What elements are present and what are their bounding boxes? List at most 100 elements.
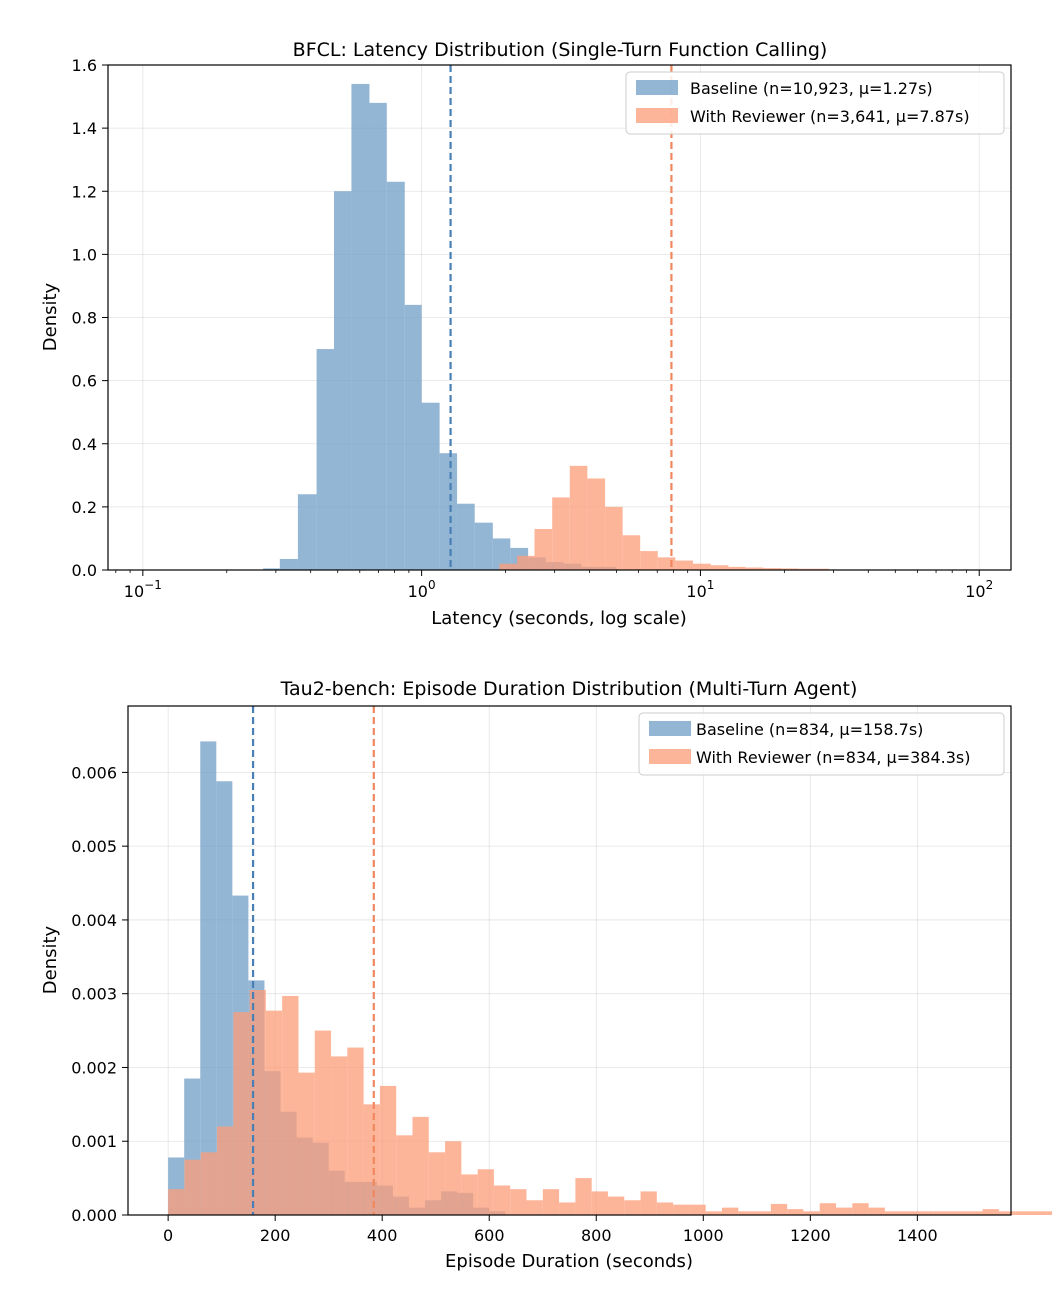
bfcl-reviewer-bar — [605, 506, 623, 570]
tau2-reviewer-bar — [233, 1012, 250, 1215]
tau2-reviewer-bar — [428, 1152, 446, 1215]
bfcl-reviewer-bar — [657, 557, 676, 570]
tau2-plot-frame — [127, 705, 1012, 1216]
tau2-reviewer-bar — [656, 1202, 674, 1215]
tau2-reviewer-bar — [868, 1207, 885, 1215]
bfcl-baseline-bar — [334, 191, 352, 570]
bfcl-baseline-bar — [386, 181, 405, 570]
tau2-reviewer-bar — [347, 1047, 364, 1215]
tau2-reviewer-bar — [640, 1191, 657, 1215]
bfcl-baseline-bar — [492, 538, 511, 570]
tau2-reviewer-bar — [542, 1189, 560, 1215]
bfcl-legend-swatch-baseline — [636, 80, 678, 95]
tau2-reviewer-bar — [721, 1207, 739, 1215]
tau2-y-tick-label: 0.005 — [71, 837, 117, 856]
tau2-reviewer-bar — [1015, 1211, 1032, 1215]
tau2-reviewer-bar — [412, 1116, 429, 1215]
bfcl-x-tick-label: 10−1 — [124, 578, 162, 601]
bfcl-y-tick-label: 1.6 — [72, 56, 97, 75]
tau2-reviewer-bar — [787, 1209, 804, 1215]
tau2-reviewer-bar — [168, 1189, 185, 1215]
bfcl-y-tick-label: 0.2 — [72, 498, 97, 517]
tau2-reviewer-bar — [331, 1056, 348, 1215]
bfcl-reviewer-bar — [710, 565, 729, 570]
bfcl-reviewer-bar — [763, 568, 782, 570]
tau2-reviewer-bar — [998, 1211, 1016, 1215]
tau2-x-tick-label: 1400 — [897, 1226, 938, 1245]
tau2-reviewer-bar — [217, 1126, 234, 1215]
bfcl-y-tick-label: 1.0 — [72, 245, 97, 264]
bfcl-legend-box — [625, 71, 1005, 135]
tau2-reviewer-bar — [836, 1207, 853, 1215]
bfcl-reviewer-bar — [534, 528, 553, 570]
bfcl-legend-baseline: Baseline (n=10,923, μ=1.27s) — [690, 79, 933, 98]
tau2-chart-title: Tau2-bench: Episode Duration Distributio… — [280, 678, 858, 700]
tau2-reviewer-bar — [477, 1169, 494, 1215]
bfcl-baseline-bar — [474, 522, 493, 570]
bfcl-y-tick-label: 0.6 — [72, 372, 97, 391]
bfcl-mean-lines — [449, 65, 673, 570]
bfcl-x-tick-label: 101 — [686, 578, 714, 601]
tau2-reviewer-bar — [184, 1159, 201, 1215]
tau2-reviewer-bar — [510, 1189, 527, 1215]
tau2-duration-chart: Tau2-bench: Episode Duration Distributio… — [40, 678, 1052, 1272]
tau2-reviewer-bar — [624, 1200, 641, 1215]
bfcl-baseline-bar — [351, 83, 370, 570]
tau2-reviewer-bar — [966, 1211, 983, 1215]
bfcl-y-tick-label: 1.4 — [72, 119, 97, 138]
tau2-x-tick-label: 0 — [163, 1226, 173, 1245]
bfcl-reviewer-bar — [640, 551, 658, 570]
bfcl-reviewer-bar — [552, 497, 570, 570]
tau2-x-axis-label: Episode Duration (seconds) — [445, 1251, 693, 1272]
tau2-x-tick-label: 800 — [581, 1226, 612, 1245]
tau2-y-tick-label: 0.006 — [71, 763, 117, 782]
tau2-y-tick-label: 0.000 — [71, 1206, 117, 1225]
bfcl-baseline-bar — [421, 402, 440, 570]
bfcl-reviewer-bar — [569, 465, 588, 570]
tau2-y-tick-label: 0.001 — [71, 1132, 117, 1151]
bfcl-ticks: 0.0 0.2 0.4 0.6 0.8 1.0 1.2 1.4 1.6 10−1 100 101 102 — [72, 56, 994, 601]
tau2-reviewer-bar — [396, 1135, 413, 1215]
tau2-reviewer-bar — [607, 1196, 625, 1215]
tau2-x-tick-label: 1000 — [683, 1226, 724, 1245]
bfcl-y-axis-label: Density — [40, 282, 61, 351]
tau2-reviewer-bar — [819, 1203, 837, 1215]
tau2-reviewer-bar — [445, 1141, 462, 1215]
tau2-x-tick-label: 1200 — [790, 1226, 831, 1245]
bfcl-baseline-bar — [263, 568, 280, 570]
tau2-legend-reviewer: With Reviewer (n=834, μ=384.3s) — [696, 748, 970, 767]
tau2-reviewer-bar — [770, 1203, 788, 1215]
bfcl-reviewer-bar — [781, 568, 799, 570]
bfcl-chart-title: BFCL: Latency Distribution (Single-Turn … — [293, 39, 828, 61]
tau2-reviewer-bar — [200, 1152, 218, 1215]
tau2-reviewer-bar — [591, 1191, 608, 1215]
tau2-reviewer-bar — [1047, 1211, 1052, 1215]
bfcl-y-tick-label: 0.8 — [72, 309, 97, 328]
tau2-reviewer-bar — [314, 1030, 332, 1215]
bfcl-reviewer-bar — [587, 478, 606, 570]
bfcl-baseline-bar — [404, 304, 422, 570]
bfcl-reviewer-bar — [728, 566, 746, 570]
bfcl-legend-swatch-reviewer — [636, 108, 678, 123]
tau2-reviewer-bar — [673, 1204, 690, 1215]
bfcl-reviewer-bar — [798, 568, 830, 570]
tau2-y-axis-label: Density — [40, 925, 61, 994]
bfcl-reviewer-bar — [745, 567, 764, 570]
bfcl-bars — [263, 83, 830, 570]
bfcl-x-tick-label: 102 — [965, 578, 993, 601]
tau2-reviewer-bar — [461, 1174, 478, 1215]
tau2-reviewer-bar — [265, 1010, 283, 1215]
bfcl-y-tick-label: 0.0 — [72, 561, 97, 580]
bfcl-baseline-bar — [369, 102, 387, 570]
bfcl-legend: Baseline (n=10,923, μ=1.27s) With Review… — [625, 71, 1005, 135]
tau2-y-tick-label: 0.003 — [71, 985, 117, 1004]
tau2-reviewer-bar — [575, 1178, 592, 1215]
tau2-reviewer-bar — [689, 1204, 706, 1215]
tau2-mean-lines — [251, 706, 375, 1215]
bfcl-grid — [108, 64, 1011, 571]
bfcl-latency-chart: BFCL: Latency Distribution (Single-Turn … — [40, 39, 1012, 629]
tau2-legend-swatch-reviewer — [649, 749, 691, 764]
bfcl-legend-reviewer: With Reviewer (n=3,641, μ=7.87s) — [690, 107, 970, 126]
bfcl-reviewer-bar — [675, 560, 693, 570]
